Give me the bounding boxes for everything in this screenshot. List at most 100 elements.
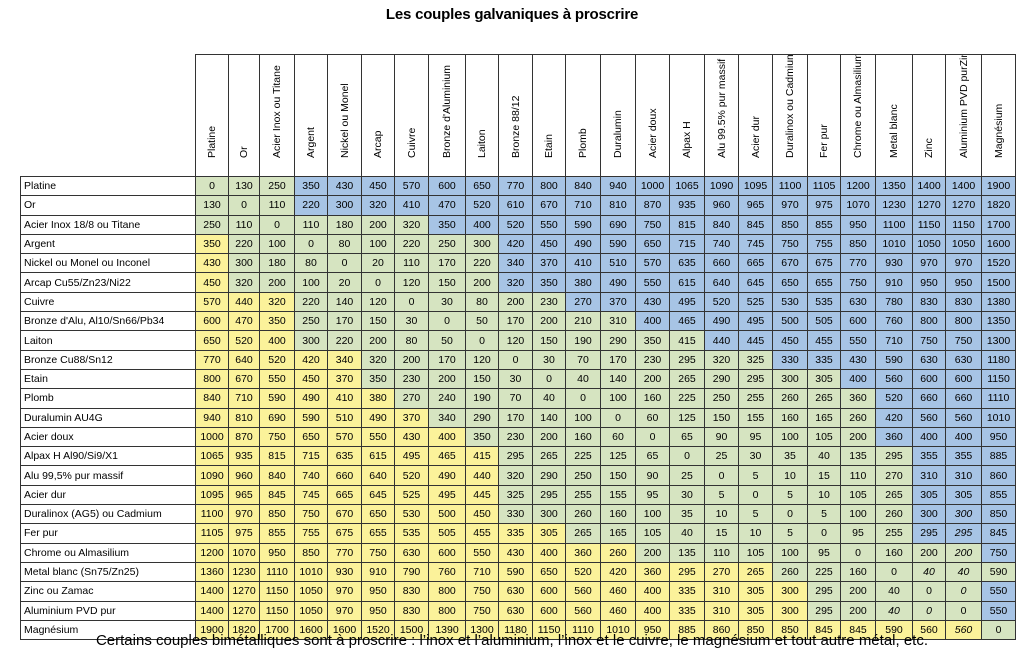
table-cell: 200 <box>259 272 295 293</box>
table-cell: 95 <box>635 484 670 506</box>
row-label: Zinc ou Zamac <box>20 581 196 602</box>
table-cell: 780 <box>875 291 913 313</box>
table-cell: 100 <box>635 504 670 525</box>
table-cell: 110 <box>259 195 295 216</box>
table-cell: 250 <box>565 465 601 486</box>
table-cell: 470 <box>428 195 466 216</box>
table-cell: 295 <box>669 561 705 583</box>
table-row: Bronze d'Alu, Al10/Sn66/Pb34 600 470 350 250… <box>20 311 1016 332</box>
table-cell: 790 <box>394 561 429 583</box>
table-cell: 675 <box>807 253 841 274</box>
table-cell: 1150 <box>259 581 295 602</box>
table-cell: 165 <box>600 523 636 544</box>
table-row: Etain 800 670 550 450 370 350 230 200 150 30 0 40 140… <box>20 368 1016 390</box>
column-header-label: Duralinox ou Cadmium <box>784 54 796 159</box>
row-label: Duralinox (AG5) ou Cadmium <box>20 504 196 525</box>
table-cell: 150 <box>600 465 636 486</box>
column-header: Arcap <box>361 54 395 177</box>
table-cell: 455 <box>807 330 841 351</box>
table-cell: 1520 <box>981 253 1016 274</box>
table-cell: 845 <box>738 214 773 235</box>
table-cell: 40 <box>875 581 913 602</box>
table-cell: 1110 <box>981 388 1016 409</box>
table-cell: 840 <box>704 214 739 235</box>
table-cell: 745 <box>738 233 773 255</box>
table-cell: 100 <box>294 272 328 293</box>
table-cell: 800 <box>912 311 946 332</box>
galvanic-couples-table-container: Platine Or Acier Inox ou Titane Argent Nicke… <box>20 54 1016 641</box>
table-cell: 650 <box>195 330 229 351</box>
table-cell: 160 <box>635 388 670 409</box>
table-cell: 170 <box>327 311 362 332</box>
table-cell: 520 <box>498 214 533 235</box>
table-cell: 170 <box>428 349 466 370</box>
table-cell: 600 <box>912 368 946 390</box>
table-cell: 750 <box>361 542 395 563</box>
table-cell: 600 <box>428 175 466 197</box>
table-cell: 1010 <box>600 619 636 641</box>
table-cell: 200 <box>532 311 566 332</box>
table-cell: 445 <box>738 330 773 351</box>
table-row: Or 130 0 110 220 300 320 410 470 520 610 670 710 810 8… <box>20 195 1016 216</box>
table-cell: 190 <box>565 330 601 351</box>
table-cell: 370 <box>532 253 566 274</box>
table-cell: 450 <box>361 175 395 197</box>
table-cell: 265 <box>565 523 601 544</box>
column-header: Zinc <box>912 54 946 177</box>
table-cell: 0 <box>532 368 566 390</box>
table-cell: 335 <box>669 600 705 621</box>
row-label: Acier dur <box>20 484 196 506</box>
row-label: Platine <box>20 175 196 197</box>
table-cell: 750 <box>772 233 808 255</box>
table-cell: 600 <box>840 311 876 332</box>
table-cell: 0 <box>981 619 1016 641</box>
table-cell: 750 <box>912 330 946 351</box>
table-cell: 665 <box>327 484 362 506</box>
table-cell: 650 <box>294 426 328 448</box>
table-cell: 10 <box>704 504 739 525</box>
table-cell: 255 <box>738 388 773 409</box>
column-header-label: Aluminium PVD purZinc <box>957 54 970 159</box>
table-row: Platine 0 130 250 350 430 450 570 600 650 770 800 84… <box>20 175 1016 197</box>
table-cell: 320 <box>704 349 739 370</box>
table-cell: 850 <box>772 619 808 641</box>
table-row: Duralumin AU4G 940 810 690 590 510 490 370 340 29… <box>20 407 1016 428</box>
table-cell: 1095 <box>738 175 773 197</box>
table-cell: 1010 <box>875 233 913 255</box>
table-row: Plomb 840 710 590 490 410 380 270 240 190 70 40 0 100… <box>20 388 1016 409</box>
column-header: Platine <box>195 54 229 177</box>
table-cell: 630 <box>394 542 429 563</box>
table-cell: 1100 <box>772 175 808 197</box>
table-cell: 295 <box>945 523 982 544</box>
table-cell: 95 <box>807 542 841 563</box>
table-cell: 630 <box>840 291 876 313</box>
table-cell: 630 <box>498 600 533 621</box>
table-cell: 110 <box>840 465 876 486</box>
table-cell: 100 <box>600 388 636 409</box>
table-cell: 120 <box>465 349 499 370</box>
table-cell: 270 <box>565 291 601 313</box>
table-cell: 1230 <box>875 195 913 216</box>
table-cell: 260 <box>600 542 636 563</box>
table-cell: 460 <box>600 600 636 621</box>
table-cell: 260 <box>840 407 876 428</box>
table-cell: 95 <box>840 523 876 544</box>
table-cell: 225 <box>565 446 601 467</box>
table-cell: 1050 <box>294 581 328 602</box>
table-cell: 105 <box>840 484 876 506</box>
table-cell: 590 <box>875 349 913 370</box>
table-cell: 310 <box>600 311 636 332</box>
table-cell: 870 <box>228 426 260 448</box>
table-cell: 40 <box>912 561 946 583</box>
table-cell: 305 <box>807 368 841 390</box>
table-cell: 150 <box>532 330 566 351</box>
table-cell: 885 <box>981 446 1016 467</box>
table-cell: 750 <box>259 426 295 448</box>
table-cell: 1065 <box>669 175 705 197</box>
table-cell: 400 <box>635 581 670 602</box>
table-cell: 270 <box>704 561 739 583</box>
table-cell: 650 <box>361 504 395 525</box>
page-title: Les couples galvaniques à proscrire <box>385 6 639 23</box>
table-cell: 200 <box>840 426 876 448</box>
